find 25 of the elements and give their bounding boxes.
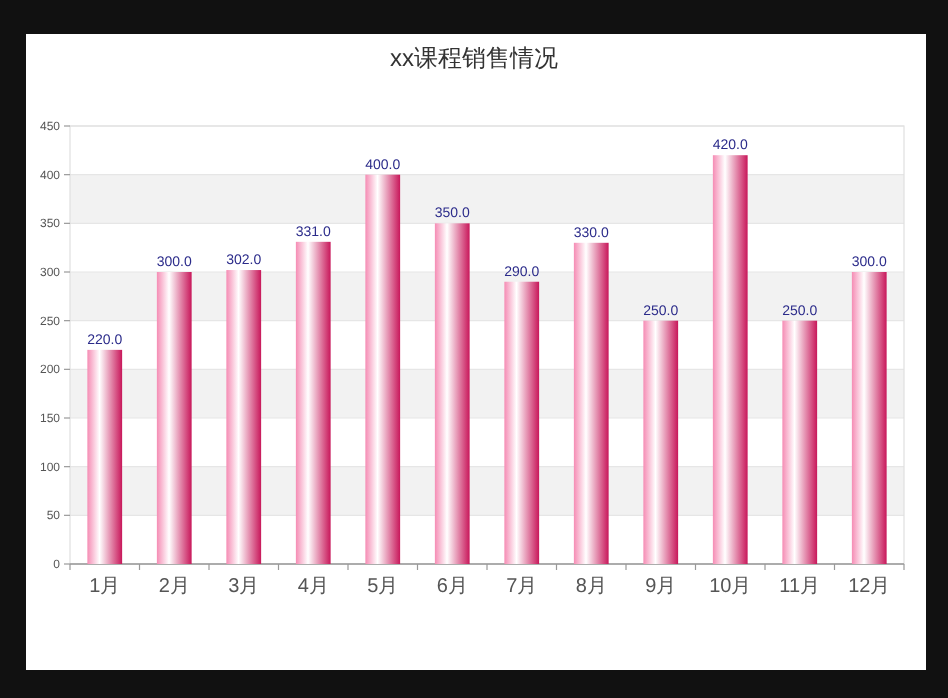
bar	[573, 242, 609, 564]
x-tick-label: 10月	[709, 576, 752, 598]
x-tick-label: 2月	[158, 576, 190, 598]
bar	[712, 155, 748, 564]
chart-title: xx课程销售情况	[390, 44, 558, 72]
x-tick-label: 12月	[848, 576, 891, 598]
x-tick-label: 5月	[367, 576, 399, 598]
bar	[156, 272, 192, 564]
bar	[851, 272, 887, 564]
x-tick-label: 7月	[506, 576, 538, 598]
bar	[782, 320, 818, 564]
x-tick-label: 6月	[436, 576, 468, 598]
x-tick-label: 11月	[779, 576, 821, 598]
x-tick-label: 8月	[575, 576, 607, 598]
bar	[643, 320, 679, 564]
x-tick-label: 9月	[645, 576, 677, 598]
bar	[434, 223, 470, 564]
bar	[295, 241, 331, 564]
bar	[226, 270, 262, 564]
bar	[504, 281, 540, 564]
bar	[87, 349, 123, 564]
x-tick-label: 3月	[228, 576, 260, 598]
x-tick-label: 1月	[89, 576, 121, 598]
bar	[365, 174, 401, 564]
x-tick-label: 4月	[297, 576, 329, 598]
